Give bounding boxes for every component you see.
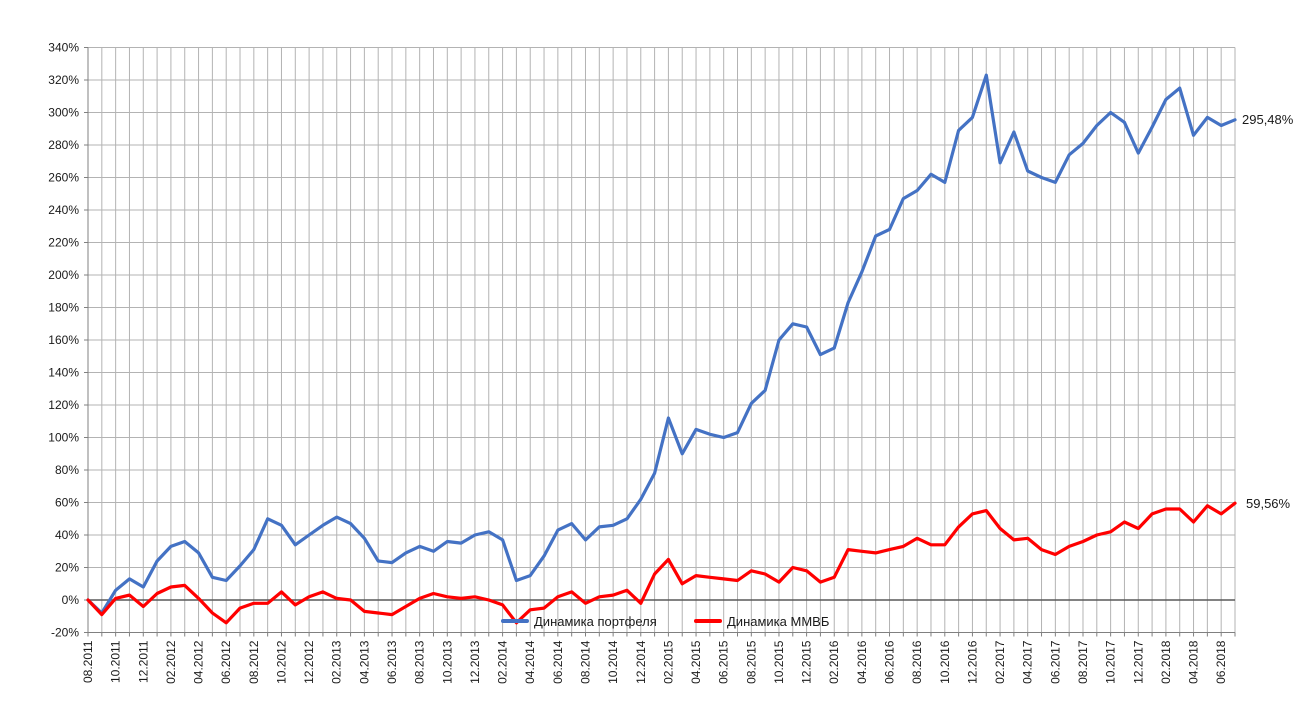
svg-text:10.2017: 10.2017 — [1104, 640, 1118, 684]
svg-text:240%: 240% — [48, 203, 79, 217]
svg-text:08.2013: 08.2013 — [413, 640, 427, 684]
svg-text:12.2016: 12.2016 — [965, 640, 979, 684]
svg-text:20%: 20% — [55, 561, 79, 575]
svg-text:140%: 140% — [48, 366, 79, 380]
svg-text:300%: 300% — [48, 106, 79, 120]
svg-text:02.2018: 02.2018 — [1159, 640, 1173, 684]
svg-text:02.2014: 02.2014 — [496, 640, 510, 684]
portfolio-end-value-label: 295,48% — [1242, 112, 1294, 127]
svg-text:10.2016: 10.2016 — [938, 640, 952, 684]
svg-text:12.2015: 12.2015 — [800, 640, 814, 684]
svg-text:04.2018: 04.2018 — [1187, 640, 1201, 684]
svg-text:06.2015: 06.2015 — [717, 640, 731, 684]
svg-text:260%: 260% — [48, 171, 79, 185]
svg-text:80%: 80% — [55, 463, 79, 477]
svg-text:280%: 280% — [48, 138, 79, 152]
svg-text:04.2013: 04.2013 — [357, 640, 371, 684]
svg-text:06.2012: 06.2012 — [219, 640, 233, 684]
svg-text:12.2017: 12.2017 — [1131, 640, 1145, 684]
svg-text:10.2014: 10.2014 — [606, 640, 620, 684]
svg-text:10.2013: 10.2013 — [440, 640, 454, 684]
svg-text:320%: 320% — [48, 73, 79, 87]
svg-text:06.2017: 06.2017 — [1048, 640, 1062, 684]
svg-text:06.2016: 06.2016 — [883, 640, 897, 684]
svg-text:04.2017: 04.2017 — [1021, 640, 1035, 684]
portfolio-line — [86, 73, 1237, 615]
svg-text:220%: 220% — [48, 236, 79, 250]
svg-text:12.2013: 12.2013 — [468, 640, 482, 684]
svg-text:04.2015: 04.2015 — [689, 640, 703, 684]
svg-text:08.2012: 08.2012 — [247, 640, 261, 684]
svg-text:08.2015: 08.2015 — [744, 640, 758, 684]
gridlines — [87, 47, 1236, 633]
y-axis-labels: -20% 0% 20% 40% 60% 80% 100% 120% 140% 160% 180% 20… — [48, 41, 79, 640]
micex-end-value-label: 59,56% — [1246, 496, 1291, 511]
svg-text:10.2012: 10.2012 — [274, 640, 288, 684]
svg-text:02.2012: 02.2012 — [164, 640, 178, 684]
svg-text:08.2016: 08.2016 — [910, 640, 924, 684]
svg-text:02.2015: 02.2015 — [661, 640, 675, 684]
series-lines — [86, 73, 1237, 625]
svg-text:340%: 340% — [48, 41, 79, 55]
svg-text:120%: 120% — [48, 398, 79, 412]
svg-text:06.2018: 06.2018 — [1214, 640, 1228, 684]
axes — [84, 47, 1236, 637]
svg-text:200%: 200% — [48, 268, 79, 282]
svg-text:40%: 40% — [55, 528, 79, 542]
svg-text:60%: 60% — [55, 496, 79, 510]
svg-text:10.2011: 10.2011 — [109, 640, 123, 683]
svg-text:100%: 100% — [48, 431, 79, 445]
svg-text:08.2011: 08.2011 — [81, 640, 95, 683]
svg-text:12.2011: 12.2011 — [136, 640, 150, 683]
x-axis-labels: 08.2011 10.2011 12.2011 02.2012 04.2012 06.20… — [81, 640, 1228, 684]
svg-text:08.2014: 08.2014 — [578, 640, 592, 684]
svg-text:160%: 160% — [48, 333, 79, 347]
svg-text:04.2014: 04.2014 — [523, 640, 537, 684]
svg-text:12.2012: 12.2012 — [302, 640, 316, 684]
svg-text:180%: 180% — [48, 301, 79, 315]
micex-line — [86, 501, 1237, 625]
svg-text:04.2012: 04.2012 — [192, 640, 206, 684]
svg-text:06.2014: 06.2014 — [551, 640, 565, 684]
svg-text:0%: 0% — [62, 593, 80, 607]
svg-text:02.2017: 02.2017 — [993, 640, 1007, 684]
svg-text:12.2014: 12.2014 — [634, 640, 648, 684]
svg-text:-20%: -20% — [51, 626, 79, 640]
svg-text:02.2016: 02.2016 — [827, 640, 841, 684]
svg-text:04.2016: 04.2016 — [855, 640, 869, 684]
svg-text:02.2013: 02.2013 — [330, 640, 344, 684]
svg-text:08.2017: 08.2017 — [1076, 640, 1090, 684]
svg-text:10.2015: 10.2015 — [772, 640, 786, 684]
svg-text:06.2013: 06.2013 — [385, 640, 399, 684]
